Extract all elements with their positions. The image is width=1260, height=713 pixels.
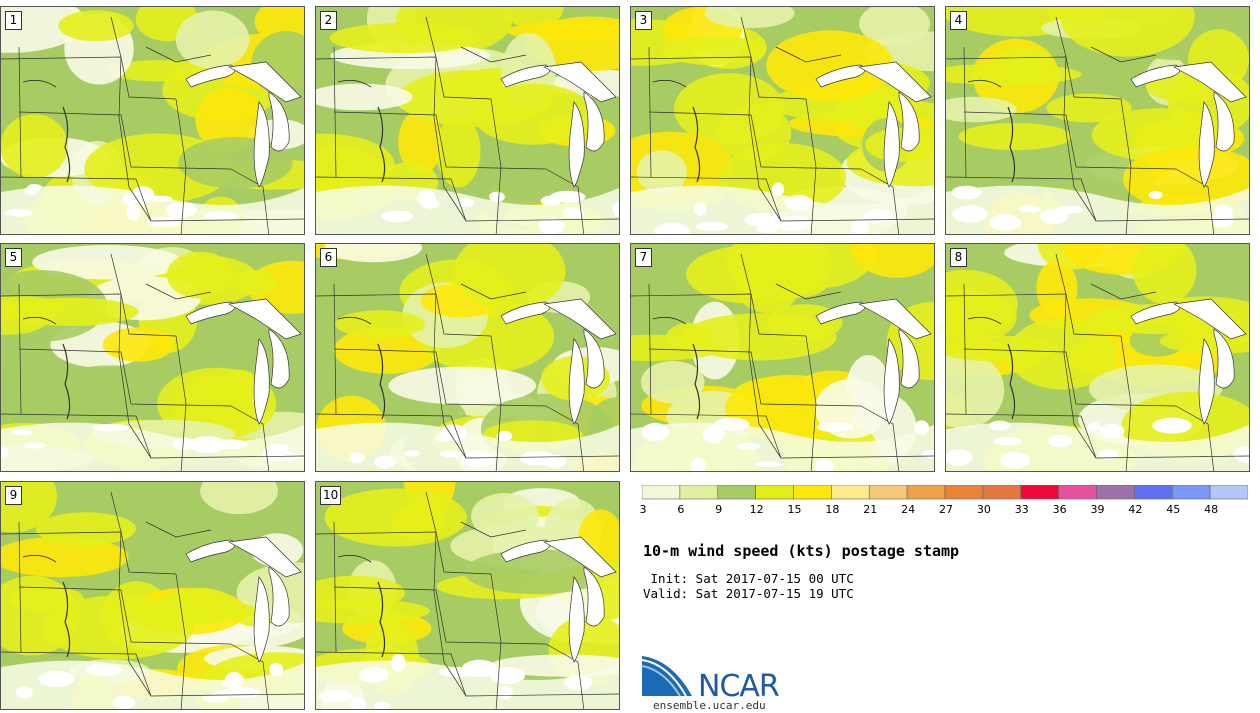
ensemble-member-map: 5 <box>0 243 305 472</box>
site-url: ensemble.ucar.edu <box>653 699 766 712</box>
ensemble-member-map: 7 <box>630 243 935 472</box>
legend-swatch <box>868 485 908 500</box>
legend-tick-label: 39 <box>1090 503 1105 516</box>
legend-swatch <box>1020 485 1059 500</box>
member-number-label: 7 <box>635 248 652 267</box>
legend-swatch <box>642 485 681 500</box>
legend-tick-label: 6 <box>677 503 685 516</box>
legend-swatch <box>1209 485 1248 500</box>
member-number-label: 8 <box>950 248 967 267</box>
color-legend <box>642 485 1248 500</box>
init-time: Init: Sat 2017-07-15 00 UTC <box>643 571 854 586</box>
legend-tick-label: 30 <box>976 503 991 516</box>
legend-swatch <box>717 485 756 500</box>
legend-tick-label: 3 <box>639 503 647 516</box>
legend-swatch <box>793 485 832 500</box>
member-number-label: 5 <box>5 248 22 267</box>
legend-tick-labels: 3 6 9 12 15 18 21 24 27 30 33 36 39 42 45 48 <box>639 503 1260 517</box>
valid-time: Valid: Sat 2017-07-15 19 UTC <box>643 586 854 601</box>
ensemble-member-map: 3 <box>630 6 935 235</box>
legend-swatch <box>944 485 984 500</box>
legend-tick-label: 9 <box>715 503 723 516</box>
legend-tick-label: 24 <box>901 503 916 516</box>
member-number-label: 6 <box>320 248 337 267</box>
legend-tick-label: 33 <box>1014 503 1029 516</box>
ensemble-member-map: 2 <box>315 6 620 235</box>
legend-tick-label: 36 <box>1052 503 1067 516</box>
member-number-label: 3 <box>635 11 652 30</box>
legend-swatch <box>906 485 946 500</box>
ensemble-member-map: 10 <box>315 481 620 710</box>
member-number-label: 10 <box>320 486 342 505</box>
legend-swatch <box>755 485 794 500</box>
legend-swatch <box>1058 485 1097 500</box>
legend-tick-label: 45 <box>1166 503 1181 516</box>
ncar-logo-icon <box>642 656 692 697</box>
legend-swatch <box>1171 485 1211 500</box>
legend-swatch <box>982 485 1022 500</box>
ensemble-member-map: 9 <box>0 481 305 710</box>
legend-tick-label: 48 <box>1204 503 1219 516</box>
legend-swatch <box>831 485 870 500</box>
member-number-label: 2 <box>320 11 337 30</box>
ensemble-member-map: 8 <box>945 243 1250 472</box>
legend-tick-label: 21 <box>863 503 878 516</box>
legend-tick-label: 42 <box>1128 503 1143 516</box>
ensemble-member-map: 4 <box>945 6 1250 235</box>
legend-tick-label: 18 <box>825 503 840 516</box>
plot-title: 10-m wind speed (kts) postage stamp <box>643 542 960 560</box>
legend-swatch <box>679 485 719 500</box>
logo-text: NCAR <box>698 669 780 704</box>
legend-swatch <box>1096 485 1135 500</box>
legend-tick-label: 27 <box>939 503 953 516</box>
member-number-label: 1 <box>5 11 22 30</box>
ensemble-member-map: 6 <box>315 243 620 472</box>
legend-swatch <box>1134 485 1173 500</box>
ensemble-member-map: 1 <box>0 6 305 235</box>
legend-tick-label: 15 <box>787 503 802 516</box>
member-number-label: 4 <box>950 11 967 30</box>
member-number-label: 9 <box>5 486 22 505</box>
legend-tick-label: 12 <box>749 503 764 516</box>
